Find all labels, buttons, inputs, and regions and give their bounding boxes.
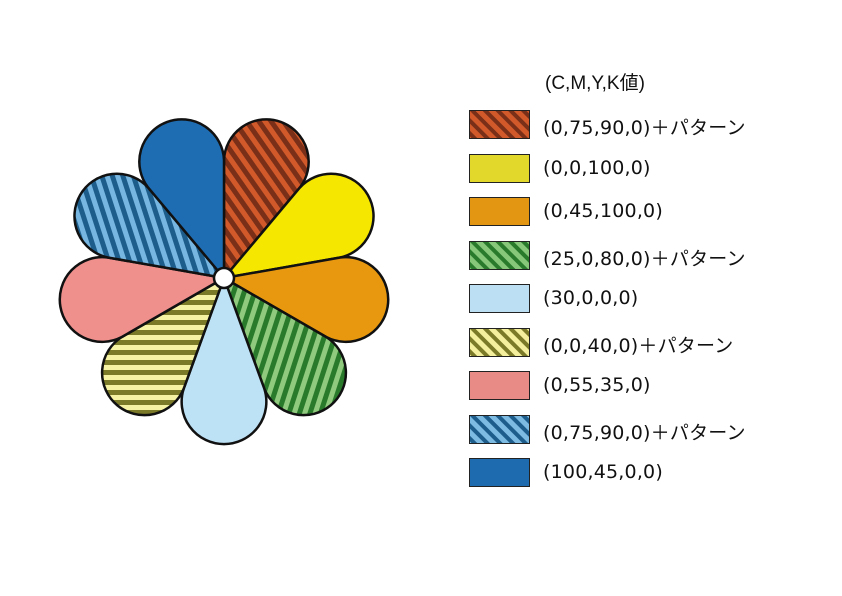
legend-label: (0,75,90,0)＋パターン xyxy=(543,421,746,444)
petal-green-striped xyxy=(222,276,348,417)
flower-diagram xyxy=(58,118,390,446)
petal-yellow xyxy=(222,172,375,280)
legend-swatch xyxy=(469,284,530,313)
legend-label: (0,0,40,0)＋パターン xyxy=(543,334,734,357)
legend-item: (25,0,80,0)＋パターン xyxy=(469,240,799,271)
legend-swatch xyxy=(469,240,530,270)
legend-item: (100,45,0,0) xyxy=(469,458,799,488)
legend-item: (0,0,100,0) xyxy=(469,153,799,184)
legend-swatch xyxy=(469,371,530,400)
petal-orange-red-striped xyxy=(222,118,310,280)
legend-swatch xyxy=(469,414,530,444)
legend-label: (30,0,0,0) xyxy=(543,287,639,309)
legend-item: (0,45,100,0) xyxy=(469,197,799,227)
legend-item: (0,0,40,0)＋パターン xyxy=(469,327,799,358)
flower-center xyxy=(212,266,236,290)
legend-item: (0,75,90,0)＋パターン xyxy=(469,414,799,445)
petal-blue-striped xyxy=(73,172,226,280)
legend-swatch xyxy=(469,458,530,487)
legend-swatch xyxy=(469,110,530,139)
legend-label: (0,55,35,0) xyxy=(543,374,651,396)
petal-light-yellow-striped xyxy=(100,276,226,417)
legend-swatch xyxy=(469,327,530,357)
legend-label: (0,75,90,0)＋パターン xyxy=(543,117,746,139)
legend-label: (0,45,100,0) xyxy=(543,200,663,222)
legend-swatch xyxy=(469,153,530,183)
petal-dark-blue xyxy=(138,118,226,280)
legend-label: (0,0,100,0) xyxy=(543,156,651,179)
petal-orange xyxy=(222,255,390,344)
legend-swatch xyxy=(469,197,530,226)
legend-item: (30,0,0,0) xyxy=(469,284,799,314)
legend-label: (25,0,80,0)＋パターン xyxy=(543,247,746,270)
legend-label: (100,45,0,0) xyxy=(543,461,663,483)
legend-item: (0,55,35,0) xyxy=(469,371,799,401)
legend-title: (C,M,Y,K値) xyxy=(545,73,645,94)
legend-item: (0,75,90,0)＋パターン xyxy=(469,110,799,140)
petal-pink xyxy=(58,255,226,344)
petal-light-blue xyxy=(180,276,268,446)
